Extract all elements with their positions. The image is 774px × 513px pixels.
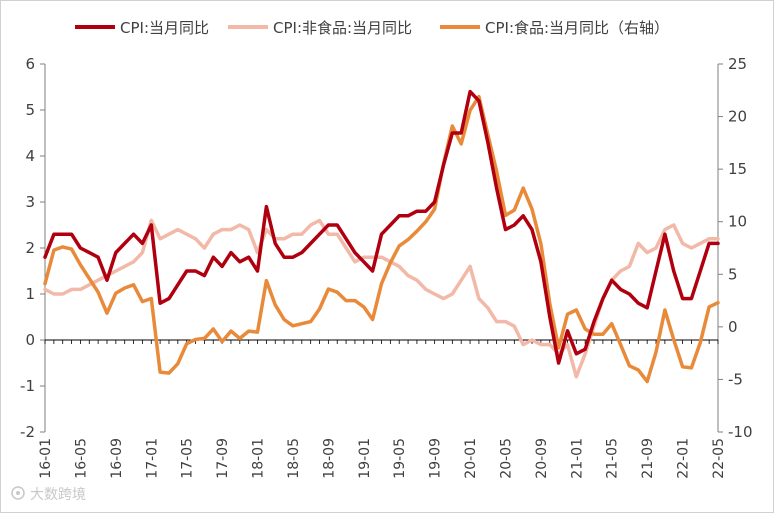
watermark: 大数跨境 xyxy=(11,486,86,503)
x-tick-label: 21-09 xyxy=(640,438,656,479)
x-tick-label: 17-09 xyxy=(215,438,231,479)
y-tick-label: 5 xyxy=(25,101,35,119)
y2-tick-label: 15 xyxy=(728,160,747,178)
x-tick-label: 21-01 xyxy=(569,438,585,479)
y-tick-label: -1 xyxy=(20,377,35,395)
x-tick-label: 20-01 xyxy=(463,438,479,479)
x-tick-label: 22-05 xyxy=(711,438,727,479)
legend-label-2: CPI:食品:当月同比（右轴） xyxy=(485,19,669,37)
plot-area xyxy=(43,89,720,384)
legend-label-1: CPI:非食品:当月同比 xyxy=(273,19,412,37)
watermark-text: 大数跨境 xyxy=(30,487,86,503)
x-tick-label: 16-09 xyxy=(109,438,125,479)
x-tick-label: 18-09 xyxy=(321,438,337,479)
y-tick-label: 2 xyxy=(25,239,35,257)
y-tick-label: 3 xyxy=(25,193,35,211)
x-tick-label: 19-01 xyxy=(357,438,373,479)
x-tick-label: 20-09 xyxy=(534,438,550,479)
y2-tick-label: 10 xyxy=(728,213,747,231)
y2-tick-label: 20 xyxy=(728,108,747,126)
x-tick-label: 16-01 xyxy=(38,438,54,479)
y-tick-label: 0 xyxy=(25,331,35,349)
x-tick-label: 21-05 xyxy=(605,438,621,479)
x-tick-label: 18-05 xyxy=(286,438,302,479)
x-tick-label: 18-01 xyxy=(251,438,267,479)
x-tick-label: 17-05 xyxy=(180,438,196,479)
y2-tick-label: 5 xyxy=(728,265,738,283)
x-tick-label: 17-01 xyxy=(144,438,160,479)
y2-tick-label: 25 xyxy=(728,55,747,73)
x-tick-label: 22-01 xyxy=(676,438,692,479)
watermark-logo-icon xyxy=(11,486,25,500)
y-tick-label: -2 xyxy=(20,423,35,441)
y-tick-label: 6 xyxy=(25,55,35,73)
x-tick-label: 19-05 xyxy=(392,438,408,479)
x-tick-label: 19-09 xyxy=(428,438,444,479)
y-tick-label: 4 xyxy=(25,147,35,165)
series-line-0 xyxy=(43,89,720,365)
legend: CPI:当月同比 CPI:非食品:当月同比 CPI:食品:当月同比（右轴） xyxy=(75,19,669,37)
x-tick-label: 16-05 xyxy=(73,438,89,479)
y2-tick-label: -5 xyxy=(728,370,743,388)
series-line-2 xyxy=(43,94,720,384)
y2-tick-label: 0 xyxy=(728,318,738,336)
y2-tick-label: -10 xyxy=(728,423,753,441)
legend-label-0: CPI:当月同比 xyxy=(120,19,209,37)
y-tick-label: 1 xyxy=(25,285,35,303)
x-tick-label: 20-05 xyxy=(498,438,514,479)
